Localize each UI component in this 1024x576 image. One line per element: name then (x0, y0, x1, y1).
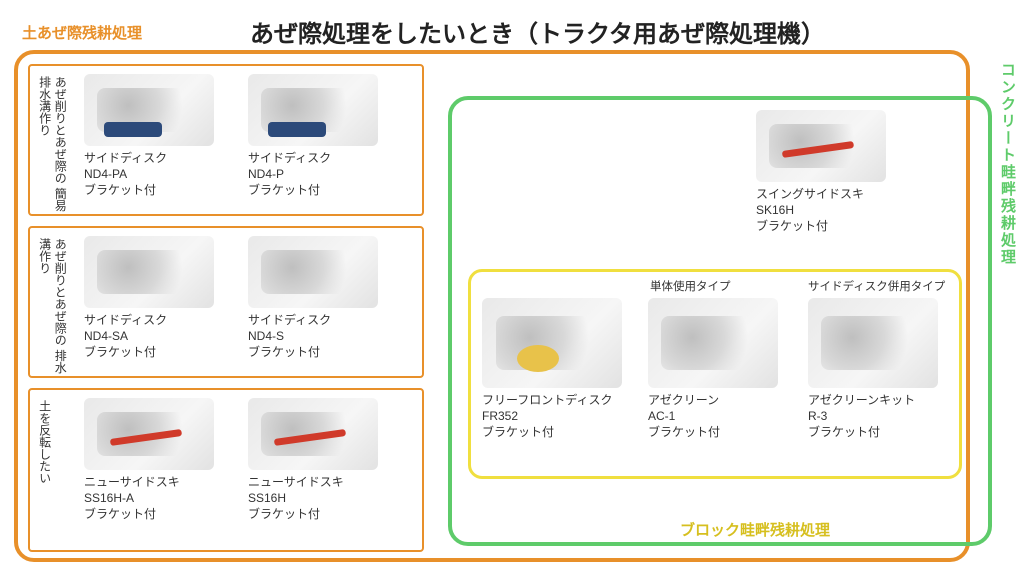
product-nd4pa: サイドディスク ND4-PA ブラケット付 (84, 74, 224, 199)
product-text: サイドディスク ND4-PA ブラケット付 (84, 150, 224, 199)
product-image (756, 110, 886, 182)
green-section-label: コンクリート畦畔残耕処理 (997, 62, 1018, 266)
product-r3: アゼクリーンキット R-3 ブラケット付 (808, 298, 948, 441)
yellow-section-label: ブロック畦畔残耕処理 (680, 519, 830, 540)
product-text: アゼクリーン AC-1 ブラケット付 (648, 392, 788, 441)
product-image (248, 236, 378, 308)
product-image (808, 298, 938, 388)
product-text: アゼクリーンキット R-3 ブラケット付 (808, 392, 948, 441)
product-text: サイドディスク ND4-P ブラケット付 (248, 150, 388, 199)
product-image (84, 398, 214, 470)
product-nd4s: サイドディスク ND4-S ブラケット付 (248, 236, 388, 361)
product-ac1: アゼクリーン AC-1 ブラケット付 (648, 298, 788, 441)
product-text: スイングサイドスキ SK16H ブラケット付 (756, 186, 896, 235)
sub-frame-3: 土を反転したい ニューサイドスキ SS16H-A ブラケット付 ニューサイドスキ… (28, 388, 424, 552)
product-image (248, 398, 378, 470)
sub-frame-1: あぜ削りとあぜ際の 簡易排水溝作り サイドディスク ND4-PA ブラケット付 … (28, 64, 424, 216)
product-ss16h: ニューサイドスキ SS16H ブラケット付 (248, 398, 388, 523)
sub1-label: あぜ削りとあぜ際の 簡易排水溝作り (36, 76, 67, 214)
product-text: フリーフロントディスク FR352 ブラケット付 (482, 392, 632, 441)
type-label-combo: サイドディスク併用タイプ (808, 278, 945, 294)
sub2-label: あぜ削りとあぜ際の 排水溝作り (36, 238, 67, 376)
product-image (482, 298, 622, 388)
product-text: サイドディスク ND4-SA ブラケット付 (84, 312, 224, 361)
product-ff: フリーフロントディスク FR352 ブラケット付 (482, 298, 632, 441)
orange-section-label: 土あぜ際残耕処理 (22, 22, 142, 43)
product-text: サイドディスク ND4-S ブラケット付 (248, 312, 388, 361)
product-text: ニューサイドスキ SS16H-A ブラケット付 (84, 474, 224, 523)
product-ss16ha: ニューサイドスキ SS16H-A ブラケット付 (84, 398, 224, 523)
product-nd4sa: サイドディスク ND4-SA ブラケット付 (84, 236, 224, 361)
product-image (84, 236, 214, 308)
sub-frame-2: あぜ削りとあぜ際の 排水溝作り サイドディスク ND4-SA ブラケット付 サイ… (28, 226, 424, 378)
sub3-label: 土を反転したい (36, 400, 52, 484)
product-image (648, 298, 778, 388)
product-image (248, 74, 378, 146)
product-nd4p: サイドディスク ND4-P ブラケット付 (248, 74, 388, 199)
product-swing: スイングサイドスキ SK16H ブラケット付 (756, 110, 896, 235)
product-text: ニューサイドスキ SS16H ブラケット付 (248, 474, 388, 523)
type-label-single: 単体使用タイプ (650, 278, 731, 294)
page-title: あぜ際処理をしたいとき（トラクタ用あぜ際処理機） (250, 14, 825, 49)
product-image (84, 74, 214, 146)
